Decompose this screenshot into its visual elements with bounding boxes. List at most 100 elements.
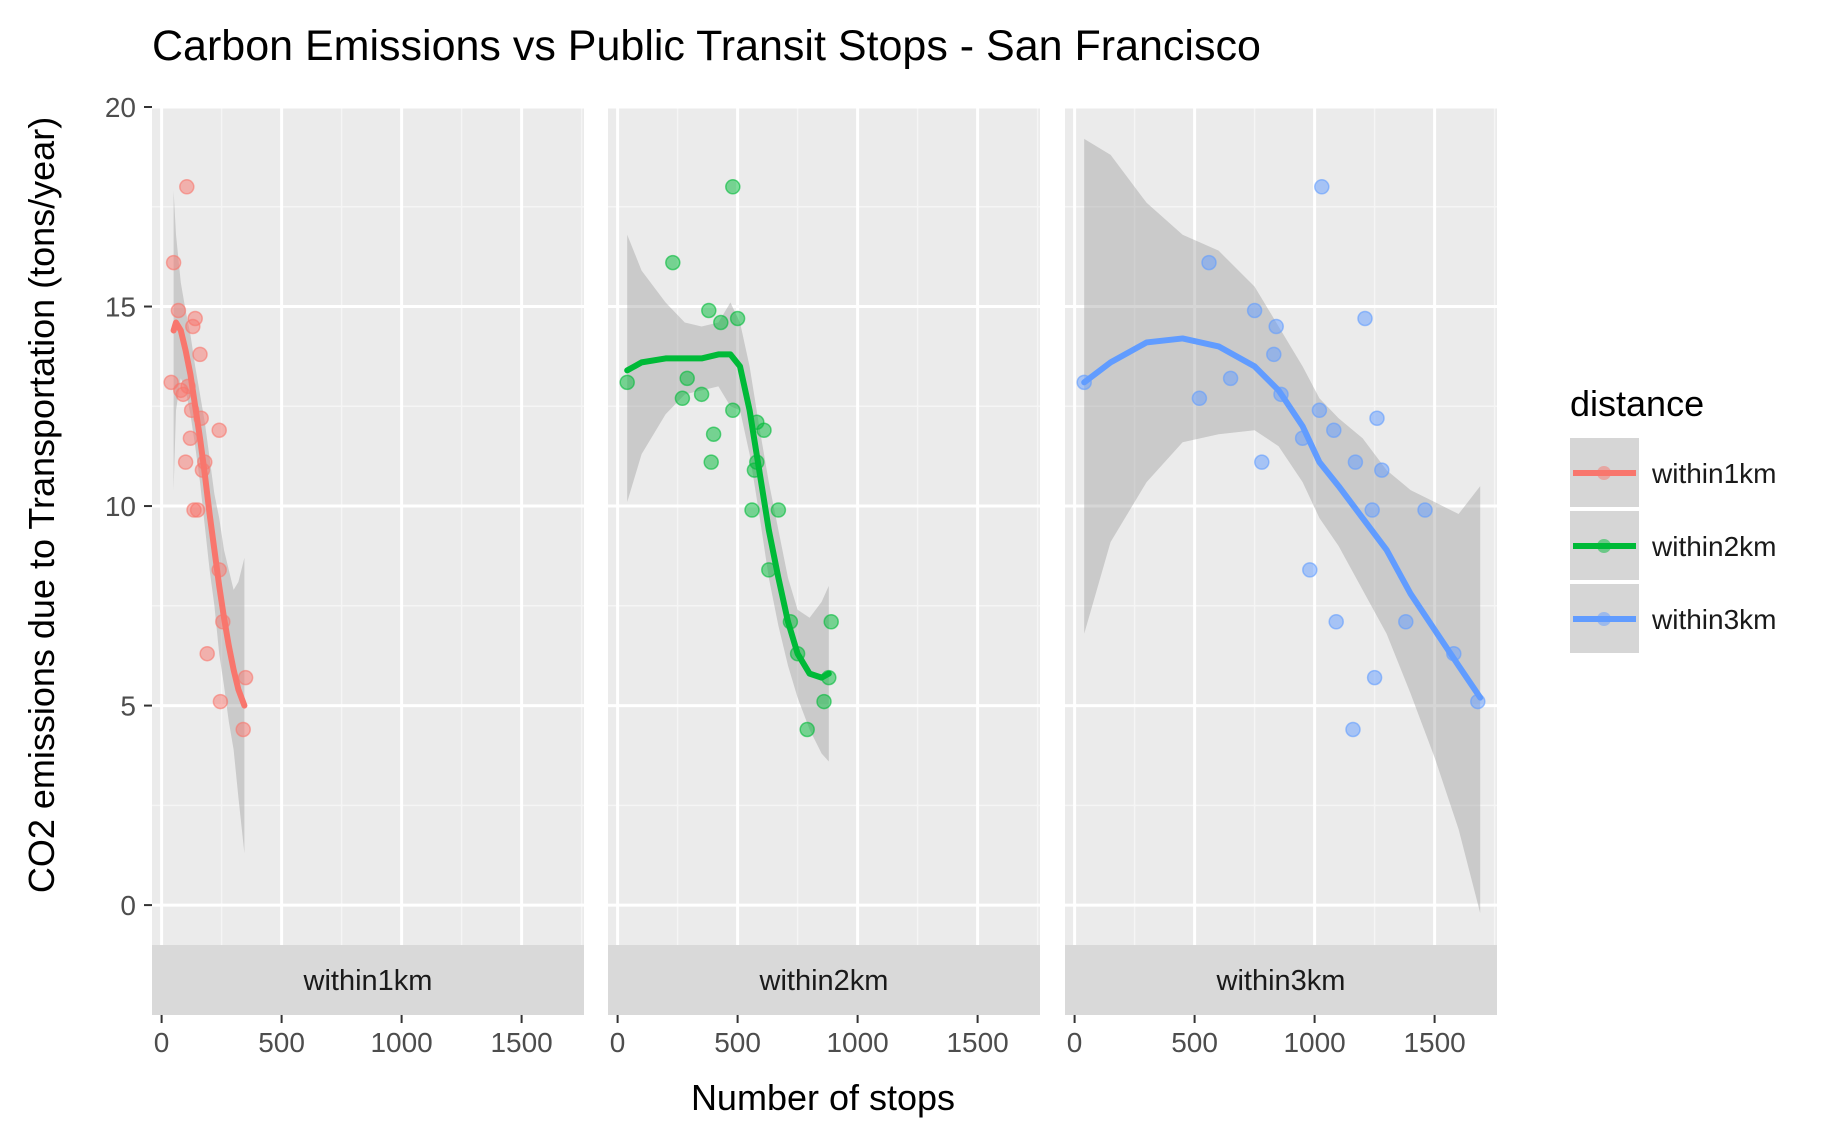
x-tick-label: 1000 <box>370 1027 432 1058</box>
data-point <box>713 314 729 331</box>
facet-strip <box>152 945 584 1015</box>
legend-title: distance <box>1570 383 1704 424</box>
data-point <box>665 254 681 271</box>
x-tick-label: 500 <box>714 1027 761 1058</box>
data-point <box>211 422 227 438</box>
legend-entry-label: within2km <box>1651 531 1776 562</box>
x-axis-within1km: 0 500 1000 1500 <box>154 1015 553 1058</box>
x-tick-label: 0 <box>1067 1027 1083 1058</box>
legend-key-point <box>1597 612 1611 626</box>
legend-entry-within3km: within3km <box>1570 584 1776 653</box>
data-point <box>1254 454 1270 470</box>
x-tick-label: 0 <box>154 1027 170 1058</box>
data-point <box>199 645 215 662</box>
legend-entry-within2km: within2km <box>1570 511 1776 580</box>
data-point <box>1191 390 1208 407</box>
legend-entry-label: within1km <box>1651 458 1776 489</box>
data-point <box>192 346 208 363</box>
x-axis-within3km: 0 500 1000 1500 <box>1067 1015 1466 1058</box>
y-axis: 0 5 10 15 20 <box>105 92 152 921</box>
x-tick-label: 1500 <box>1403 1027 1465 1058</box>
y-tick-label: 0 <box>120 890 136 921</box>
data-point <box>1374 462 1390 478</box>
legend: distance within1km within2km within3km <box>1570 383 1776 653</box>
data-point <box>182 430 199 446</box>
facet-strip <box>608 945 1040 1015</box>
data-point <box>189 502 206 518</box>
data-point <box>179 179 195 195</box>
data-point <box>744 502 760 518</box>
facet-strip-label: within2km <box>759 965 889 997</box>
data-point <box>1328 614 1344 630</box>
legend-key-point <box>1597 539 1611 553</box>
data-point <box>1398 614 1414 630</box>
facet-strip-label: within3km <box>1216 965 1346 997</box>
data-point <box>1345 721 1361 738</box>
data-point <box>1364 502 1380 518</box>
facet-strip <box>1065 945 1497 1015</box>
y-tick-label: 10 <box>105 491 136 522</box>
data-point <box>701 302 717 319</box>
data-point <box>725 402 741 419</box>
y-axis-title: CO2 emissions due to Transportation (ton… <box>21 117 62 893</box>
confidence-band-within2km <box>627 234 829 762</box>
y-tick-label: 15 <box>105 292 136 323</box>
data-point <box>674 390 691 407</box>
data-point <box>816 693 832 710</box>
data-point <box>1369 410 1385 427</box>
data-point <box>703 454 719 470</box>
data-point <box>177 454 194 470</box>
data-point <box>212 693 229 710</box>
facet-panel-within1km: within1km <box>152 105 584 1015</box>
data-point <box>693 386 710 403</box>
facet-panel-within3km: within3km <box>1065 105 1497 1015</box>
y-tick-label: 5 <box>120 691 136 722</box>
x-axis-title: Number of stops <box>691 1077 955 1118</box>
data-point <box>1222 370 1239 387</box>
data-point <box>165 254 182 271</box>
x-tick-label: 1000 <box>1283 1027 1345 1058</box>
facet-strip-label: within1km <box>303 965 433 997</box>
data-point <box>770 502 787 518</box>
data-point <box>1417 502 1433 518</box>
facet-panels: within1km within2km within3km <box>152 105 1497 1015</box>
data-point <box>1314 179 1330 195</box>
data-point <box>1246 302 1263 319</box>
data-point <box>799 721 815 738</box>
data-point <box>1326 422 1342 438</box>
data-point <box>1357 310 1373 327</box>
data-point <box>1366 669 1383 686</box>
data-point <box>237 669 254 686</box>
data-point <box>725 179 741 195</box>
data-point <box>1302 562 1318 578</box>
x-axes: 0 500 1000 1500 0 500 1000 1500 0 500 1000 1500 <box>154 1015 1466 1058</box>
data-point <box>619 374 635 391</box>
data-point <box>187 310 203 327</box>
data-point <box>1266 346 1282 363</box>
x-tick-label: 1500 <box>490 1027 552 1058</box>
x-tick-label: 500 <box>258 1027 305 1058</box>
smooth-line-within2km <box>624 351 832 681</box>
smooth-line-within3km <box>1081 335 1484 701</box>
data-point <box>1347 454 1364 470</box>
legend-entry-within1km: within1km <box>1570 438 1776 507</box>
legend-key-point <box>1597 466 1611 480</box>
data-point <box>823 614 839 630</box>
x-tick-label: 1000 <box>826 1027 888 1058</box>
x-tick-label: 500 <box>1171 1027 1218 1058</box>
confidence-band-within3km <box>1084 138 1481 914</box>
data-point <box>1268 318 1284 335</box>
chart-title: Carbon Emissions vs Public Transit Stops… <box>152 22 1261 70</box>
data-point <box>1311 402 1328 419</box>
data-point <box>170 302 187 319</box>
smooth-line-within1km <box>170 319 248 709</box>
data-point <box>235 721 251 738</box>
facet-panel-within2km: within2km <box>608 105 1040 1015</box>
data-point <box>1201 254 1217 271</box>
legend-entry-label: within3km <box>1651 604 1776 635</box>
panel-background <box>608 107 1040 945</box>
data-point <box>756 422 772 438</box>
x-tick-label: 1500 <box>946 1027 1008 1058</box>
